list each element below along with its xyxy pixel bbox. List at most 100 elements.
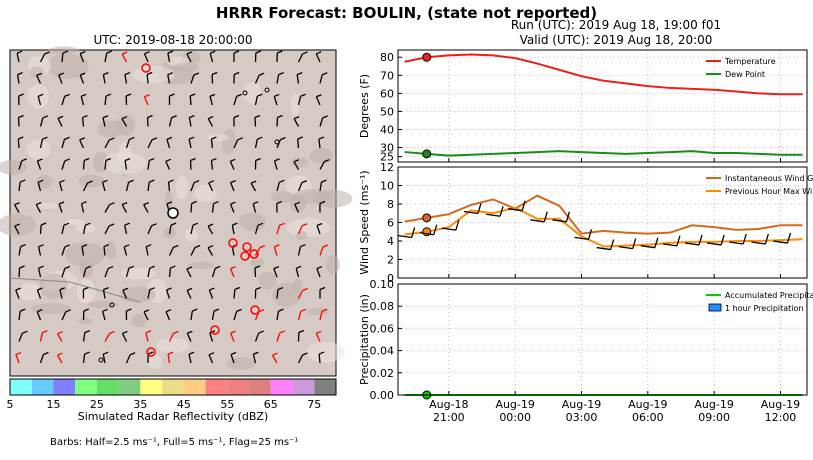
valid-time-label: Valid (UTC): 2019 Aug 18, 20:00 xyxy=(519,33,713,47)
wind-barb xyxy=(293,116,300,120)
wind-barb xyxy=(42,115,49,119)
colorbar-swatch xyxy=(205,379,228,395)
y-tick-label: 0.04 xyxy=(370,345,395,358)
wind-barb xyxy=(654,237,659,248)
wind-barb xyxy=(233,50,240,54)
wind-barb xyxy=(168,247,174,256)
colorbar-swatch xyxy=(10,379,32,395)
wind-barb xyxy=(254,96,258,106)
x-tick-label: 21:00 xyxy=(433,411,465,424)
wind-barb xyxy=(62,50,69,54)
wind-barb xyxy=(211,71,218,76)
wind-barb xyxy=(36,72,42,76)
colorbar-swatch xyxy=(183,379,206,395)
wind-barb xyxy=(301,180,308,184)
wind-barb xyxy=(302,51,308,55)
wind-barb xyxy=(276,225,281,235)
wind-barb xyxy=(252,354,257,364)
wind-barb xyxy=(129,352,136,356)
wind-barb xyxy=(254,332,260,342)
wind-barb xyxy=(231,225,235,235)
wind-barb xyxy=(279,222,285,226)
terrain-shade xyxy=(36,175,53,189)
wind-barb xyxy=(543,211,548,222)
wind-barb xyxy=(79,139,85,149)
wind-barb xyxy=(720,234,725,246)
wind-barb xyxy=(39,117,44,127)
terrain-shade xyxy=(221,128,237,155)
wind-barb xyxy=(147,351,154,355)
wind-barb xyxy=(211,311,215,321)
terrain-shade xyxy=(131,314,147,328)
wind-barb xyxy=(295,268,300,278)
legend-label: Instantaneous Wind Gust xyxy=(725,174,813,183)
wind-barb xyxy=(565,211,571,222)
colorbar-tick-label: 5 xyxy=(7,398,14,411)
wind-barb xyxy=(57,118,63,127)
wind-barb xyxy=(22,330,28,334)
wind-barb xyxy=(319,182,323,192)
wind-barb xyxy=(102,351,109,355)
wind-barb xyxy=(316,51,322,55)
y-tick-label: 0.00 xyxy=(370,389,395,402)
wind-barb xyxy=(194,244,201,249)
calm-wind-circle xyxy=(274,139,280,145)
wind-barb xyxy=(296,71,303,76)
wind-barb xyxy=(39,53,46,63)
wind-barb xyxy=(125,268,130,278)
wind-barb xyxy=(277,286,284,291)
wind-barb xyxy=(106,50,112,54)
wind-barb xyxy=(300,244,306,248)
wind-barb xyxy=(188,351,195,355)
wind-barb xyxy=(85,222,91,226)
wind-barb xyxy=(276,74,280,84)
wind-barb xyxy=(147,139,153,149)
colorbar-swatch xyxy=(53,379,76,395)
wind-barb xyxy=(441,227,456,231)
wind-barb xyxy=(103,287,109,291)
wind-barb xyxy=(143,309,150,313)
wind-barb xyxy=(125,354,131,364)
colorbar-tick-label: 75 xyxy=(307,398,321,411)
wind-barb xyxy=(190,310,193,321)
wind-barb xyxy=(254,225,259,235)
wind-barb xyxy=(316,330,322,334)
wind-barb xyxy=(188,139,192,149)
wind-barb xyxy=(143,96,149,106)
wind-barb xyxy=(165,161,171,170)
wind-barb xyxy=(84,351,90,355)
wind-barb xyxy=(302,352,308,356)
wind-barb xyxy=(43,351,49,356)
wind-barb xyxy=(82,160,85,170)
wind-barb xyxy=(254,114,261,119)
wind-barb xyxy=(82,182,89,192)
plot-frame xyxy=(397,49,808,163)
wind-barb xyxy=(37,158,43,162)
wind-barb xyxy=(297,136,303,140)
wind-barb xyxy=(166,201,173,205)
wind-barb xyxy=(167,351,174,355)
wind-barb xyxy=(15,354,20,364)
wind-barb xyxy=(211,203,215,213)
chart-panel-2: 0 2 4 6 8 10 12 Wind Speed (ms⁻¹) Instantaneous … xyxy=(358,161,813,285)
wind-barb xyxy=(254,267,257,278)
wind-barb xyxy=(229,161,235,170)
wind-barb xyxy=(236,308,242,313)
wind-barb xyxy=(319,200,326,205)
wind-barb xyxy=(124,74,128,84)
wind-barb xyxy=(278,308,284,312)
wind-barb xyxy=(38,265,44,269)
terrain-shade xyxy=(103,151,147,175)
terrain-shade xyxy=(271,191,296,203)
wind-barb xyxy=(254,139,258,149)
wind-barb xyxy=(102,117,106,127)
wind-barb xyxy=(552,219,567,223)
x-tick-label: 09:00 xyxy=(698,411,730,424)
wind-barb xyxy=(103,243,110,248)
y-tick-label: 0.02 xyxy=(370,367,395,380)
wind-barb xyxy=(208,354,214,364)
wind-barb xyxy=(61,52,64,63)
wind-barb xyxy=(463,210,479,215)
wind-barb xyxy=(44,51,50,55)
